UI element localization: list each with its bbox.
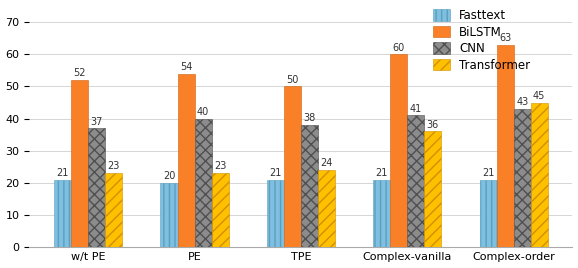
Text: 21: 21 <box>269 168 281 178</box>
Text: 41: 41 <box>410 104 422 114</box>
Text: 20: 20 <box>163 171 175 181</box>
Text: 37: 37 <box>91 117 103 126</box>
Bar <box>88 128 105 247</box>
Text: 60: 60 <box>392 43 405 53</box>
Text: 40: 40 <box>197 107 209 117</box>
Bar <box>390 54 407 247</box>
Text: 50: 50 <box>286 75 299 85</box>
Text: 23: 23 <box>108 162 120 172</box>
Text: 43: 43 <box>516 97 528 107</box>
Text: 21: 21 <box>57 168 69 178</box>
Bar <box>531 102 548 247</box>
Bar <box>267 180 284 247</box>
Text: 38: 38 <box>303 113 316 123</box>
Text: 21: 21 <box>376 168 388 178</box>
Text: 24: 24 <box>320 158 333 168</box>
Bar <box>318 170 335 247</box>
Text: 23: 23 <box>214 162 226 172</box>
Bar <box>161 183 177 247</box>
Bar <box>195 118 212 247</box>
Bar <box>284 87 301 247</box>
Bar <box>514 109 531 247</box>
Bar <box>301 125 318 247</box>
Bar <box>54 180 71 247</box>
Text: 45: 45 <box>533 91 546 101</box>
Text: 52: 52 <box>73 68 86 79</box>
Bar <box>480 180 497 247</box>
Bar <box>177 74 195 247</box>
Bar <box>71 80 88 247</box>
Bar <box>212 173 228 247</box>
Text: 54: 54 <box>180 62 192 72</box>
Legend: Fasttext, BiLSTM, CNN, Transformer: Fasttext, BiLSTM, CNN, Transformer <box>428 4 535 76</box>
Text: 63: 63 <box>499 33 512 43</box>
Text: 36: 36 <box>427 120 439 130</box>
Text: 21: 21 <box>482 168 494 178</box>
Bar <box>497 45 514 247</box>
Bar <box>407 115 424 247</box>
Bar <box>424 131 442 247</box>
Bar <box>105 173 122 247</box>
Bar <box>373 180 390 247</box>
